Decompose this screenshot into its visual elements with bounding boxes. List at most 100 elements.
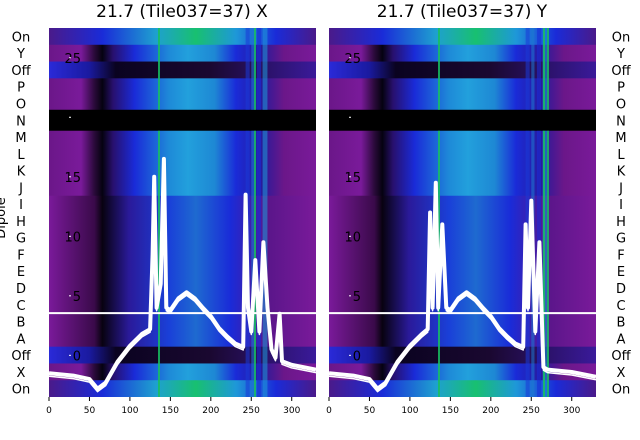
stripe-y-0 <box>525 28 530 397</box>
stripe-y-2 <box>536 28 541 397</box>
y-tick-label-y-4: 20 <box>344 111 361 126</box>
stripe-x-2 <box>256 28 261 397</box>
heatmap-row-y-2 <box>329 61 596 79</box>
y-tick-label-x-5: 25 <box>64 52 81 67</box>
row-label-right-8: K <box>617 165 626 180</box>
black-band-top-y <box>329 109 596 131</box>
y-tick-label-y-2: 10 <box>344 230 361 245</box>
heatmap-row-x-9 <box>49 178 316 197</box>
row-label-right-14: E <box>617 265 625 280</box>
y-tick-label-x-2: 10 <box>64 230 81 245</box>
row-label-left-6: M <box>15 131 26 146</box>
row-label-right-11: H <box>616 215 626 230</box>
x-tick-label-y-4: 200 <box>482 406 499 416</box>
row-label-right-9: J <box>618 181 623 196</box>
heatmap-row-x-1 <box>49 44 316 63</box>
y-tick-label-x-1: 5 <box>73 290 81 305</box>
figure-y-label: Dipole <box>0 197 9 238</box>
x-tick-label-y-2: 100 <box>401 406 418 416</box>
heatmap-row-y-17 <box>329 313 596 331</box>
row-label-right-10: I <box>619 198 623 213</box>
row-label-left-4: O <box>16 97 26 112</box>
row-label-right-0: On <box>612 30 630 45</box>
panel-y-title: 21.7 (Tile037=37) Y <box>377 2 548 22</box>
row-label-left-13: F <box>17 248 24 263</box>
x-tick-label-y-6: 300 <box>563 406 580 416</box>
row-label-left-18: A <box>17 332 26 347</box>
heatmap-row-x-13 <box>49 246 316 264</box>
row-label-left-10: I <box>19 198 23 213</box>
row-label-left-20: X <box>17 366 26 381</box>
row-label-right-16: C <box>616 299 625 314</box>
row-label-left-11: H <box>16 215 26 230</box>
row-label-right-21: On <box>612 383 630 398</box>
heatmap-row-y-4 <box>329 95 596 113</box>
panel-y <box>329 28 596 397</box>
row-label-left-19: Off <box>11 349 31 364</box>
panel-x <box>49 28 316 397</box>
row-label-right-1: Y <box>616 47 625 62</box>
x-tick-label-x-5: 250 <box>243 406 260 416</box>
x-tick-label-x-6: 300 <box>283 406 300 416</box>
row-label-right-18: A <box>617 332 626 347</box>
row-label-left-5: N <box>16 114 26 129</box>
panel-x-title: 21.7 (Tile037=37) X <box>96 2 268 22</box>
row-label-right-20: X <box>617 366 626 381</box>
y-tick-label-y-5: 25 <box>344 52 361 67</box>
stripe-x-1 <box>251 28 255 397</box>
row-label-left-9: J <box>18 181 23 196</box>
row-label-right-6: M <box>615 131 626 146</box>
heatmap-row-y-14 <box>329 262 596 281</box>
row-label-left-1: Y <box>16 47 25 62</box>
heatmap-row-y-1 <box>329 44 596 63</box>
heatmap-row-x-17 <box>49 313 316 331</box>
heatmap-row-x-21 <box>49 380 316 397</box>
y-tick-label-y-0: 0 <box>353 349 361 364</box>
heatmap-row-y-11 <box>329 212 596 230</box>
row-label-right-5: N <box>616 114 626 129</box>
row-label-left-12: G <box>16 232 26 247</box>
x-tick-label-x-1: 50 <box>84 406 96 416</box>
heatmap-row-y-6 <box>329 128 596 147</box>
row-label-right-17: B <box>617 316 626 331</box>
heatmap-row-y-10 <box>329 195 596 214</box>
heatmap-row-y-18 <box>329 329 596 348</box>
row-label-left-17: B <box>17 316 26 331</box>
row-label-left-16: C <box>16 299 25 314</box>
row-label-left-8: K <box>17 165 26 180</box>
x-tick-label-x-4: 200 <box>202 406 219 416</box>
heatmap-row-x-0 <box>49 28 316 46</box>
y-tick-label-y-1: 5 <box>353 290 361 305</box>
row-label-left-21: On <box>12 383 30 398</box>
stripe-y-3 <box>542 28 548 397</box>
heatmap-row-x-10 <box>49 195 316 214</box>
heatmap-row-x-8 <box>49 162 316 180</box>
row-label-left-2: Off <box>11 64 31 79</box>
x-tick-label-y-5: 250 <box>523 406 540 416</box>
stripe-x-3 <box>262 28 268 397</box>
trace-line-secondary-y <box>329 184 596 393</box>
heatmap-row-y-3 <box>329 78 596 96</box>
heatmap-row-y-9 <box>329 178 596 197</box>
heatmap-row-y-19 <box>329 346 596 365</box>
row-label-left-15: D <box>16 282 26 297</box>
row-label-right-4: O <box>616 97 626 112</box>
heatmap-row-x-7 <box>49 145 316 163</box>
heatmap-row-y-21 <box>329 380 596 397</box>
x-tick-label-y-1: 50 <box>364 406 376 416</box>
row-label-left-7: L <box>17 148 25 163</box>
heatmap-row-y-12 <box>329 229 596 247</box>
heatmap-row-y-0 <box>329 28 596 46</box>
y-tick-label-y-3: 15 <box>344 171 361 186</box>
heatmap-row-x-3 <box>49 78 316 96</box>
row-label-left-0: On <box>12 30 30 45</box>
green-column-x-0 <box>158 28 160 397</box>
heatmap-row-y-8 <box>329 162 596 180</box>
row-label-right-13: F <box>617 248 624 263</box>
x-tick-label-y-0: 0 <box>326 406 332 416</box>
row-label-right-19: Off <box>611 349 631 364</box>
x-tick-label-x-3: 150 <box>162 406 179 416</box>
green-column-y-0 <box>438 28 440 397</box>
